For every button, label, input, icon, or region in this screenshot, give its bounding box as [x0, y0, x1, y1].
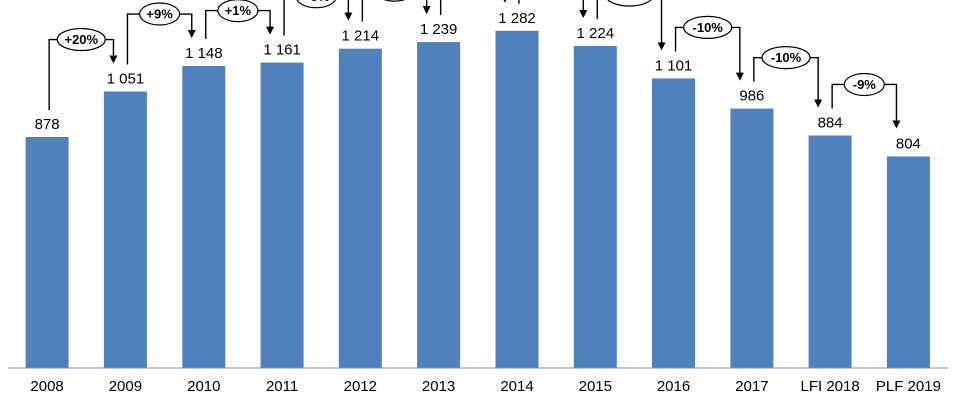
change-connectors-group: +20% +9% +1% +5% +2% +3% -4% -10% -10% -10% -9%: [48, 0, 901, 129]
value-label: 986: [739, 88, 764, 105]
change-badge: [607, 0, 652, 7]
bar-2016: [652, 78, 695, 369]
change-connector: +1%: [205, 0, 275, 40]
value-label: 1 161: [263, 42, 301, 59]
x-tick-label: 2015: [579, 378, 612, 395]
bar-2013: [417, 42, 461, 368]
arrow-down-icon: [814, 99, 823, 108]
change-label: -10%: [614, 0, 645, 3]
arrow-down-icon: [735, 72, 744, 81]
x-tick-label: 2010: [187, 378, 220, 395]
arrow-down-icon: [266, 26, 275, 35]
connector-line: [439, 0, 442, 16]
change-connector: -10%: [753, 45, 823, 108]
value-label: 1 214: [342, 28, 380, 45]
change-badge: [761, 45, 811, 70]
bar-2008: [25, 137, 69, 368]
value-label: 878: [35, 116, 60, 133]
x-tick-label: PLF 2019: [876, 378, 941, 395]
change-badge: [56, 27, 106, 52]
bar-2010: [182, 66, 226, 368]
x-tick-label: 2017: [735, 378, 768, 395]
change-badge: [217, 0, 259, 23]
change-label: -9%: [853, 77, 877, 92]
arrow-down-icon: [344, 12, 353, 21]
connector-line: [596, 0, 663, 44]
bar-2009: [103, 91, 147, 368]
change-label: -10%: [771, 50, 802, 65]
arrow-down-icon: [422, 6, 431, 15]
arrow-down-icon: [579, 10, 588, 19]
change-label: +9%: [146, 7, 173, 22]
change-connector: -10%: [674, 15, 744, 81]
value-label: 1 051: [107, 71, 145, 88]
change-connector: +5%: [283, 0, 353, 36]
change-connector: +9%: [126, 2, 196, 65]
value-label: 884: [818, 115, 843, 132]
change-connector: -4%: [518, 0, 588, 19]
change-label: -10%: [693, 20, 724, 35]
bar-2012: [338, 48, 382, 368]
change-badge: [843, 72, 885, 97]
connector-line: [361, 0, 428, 22]
arrow-down-icon: [187, 30, 196, 39]
arrow-down-icon: [892, 120, 901, 129]
bar-2017: [730, 108, 774, 368]
value-label: 1 101: [655, 57, 693, 74]
arrow-down-icon: [503, 0, 507, 3]
x-tick-labels-group: 2008 2009 2010 2011 2012 2013 2014 2015 2016 2017…: [30, 378, 941, 395]
value-label: 804: [896, 136, 921, 153]
value-label: 1 224: [577, 25, 615, 42]
change-connector: -10%: [596, 0, 666, 51]
bar-lfi-2018: [808, 135, 852, 368]
arrow-down-icon: [657, 42, 666, 51]
change-badge: [683, 15, 733, 39]
change-badge: [383, 0, 406, 2]
connector-line: [283, 0, 350, 36]
x-tick-label: 2016: [657, 378, 690, 395]
change-badge: [296, 0, 336, 9]
value-label: 1 282: [498, 10, 536, 27]
change-connector: -9%: [831, 72, 901, 129]
bar-2015: [573, 46, 617, 368]
x-tick-label: 2014: [500, 378, 533, 395]
change-label: +5%: [303, 0, 330, 4]
x-tick-label: LFI 2018: [800, 378, 859, 395]
value-label: 1 148: [185, 45, 223, 62]
bar-2014: [495, 30, 539, 369]
x-tick-label: 2008: [30, 378, 63, 395]
change-label: +20%: [64, 32, 98, 47]
x-tick-label: 2012: [344, 378, 377, 395]
value-label: 1 239: [420, 21, 458, 38]
x-tick-label: 2009: [109, 378, 142, 395]
change-badge: [139, 2, 181, 26]
x-tick-label: 2011: [266, 378, 298, 395]
change-connector: +2%: [361, 0, 431, 22]
change-connector: +20%: [48, 27, 118, 111]
change-label: +1%: [225, 3, 252, 18]
change-connector: +3%: [439, 0, 507, 16]
bar-2011: [260, 62, 304, 368]
x-tick-label: 2013: [422, 378, 455, 395]
bar-plf-2019: [886, 156, 930, 368]
arrow-down-icon: [109, 55, 118, 64]
bars-group: 878 1 051 1 148 1 161 1 214 1 239 1 282 1 224 1 …: [25, 10, 930, 369]
